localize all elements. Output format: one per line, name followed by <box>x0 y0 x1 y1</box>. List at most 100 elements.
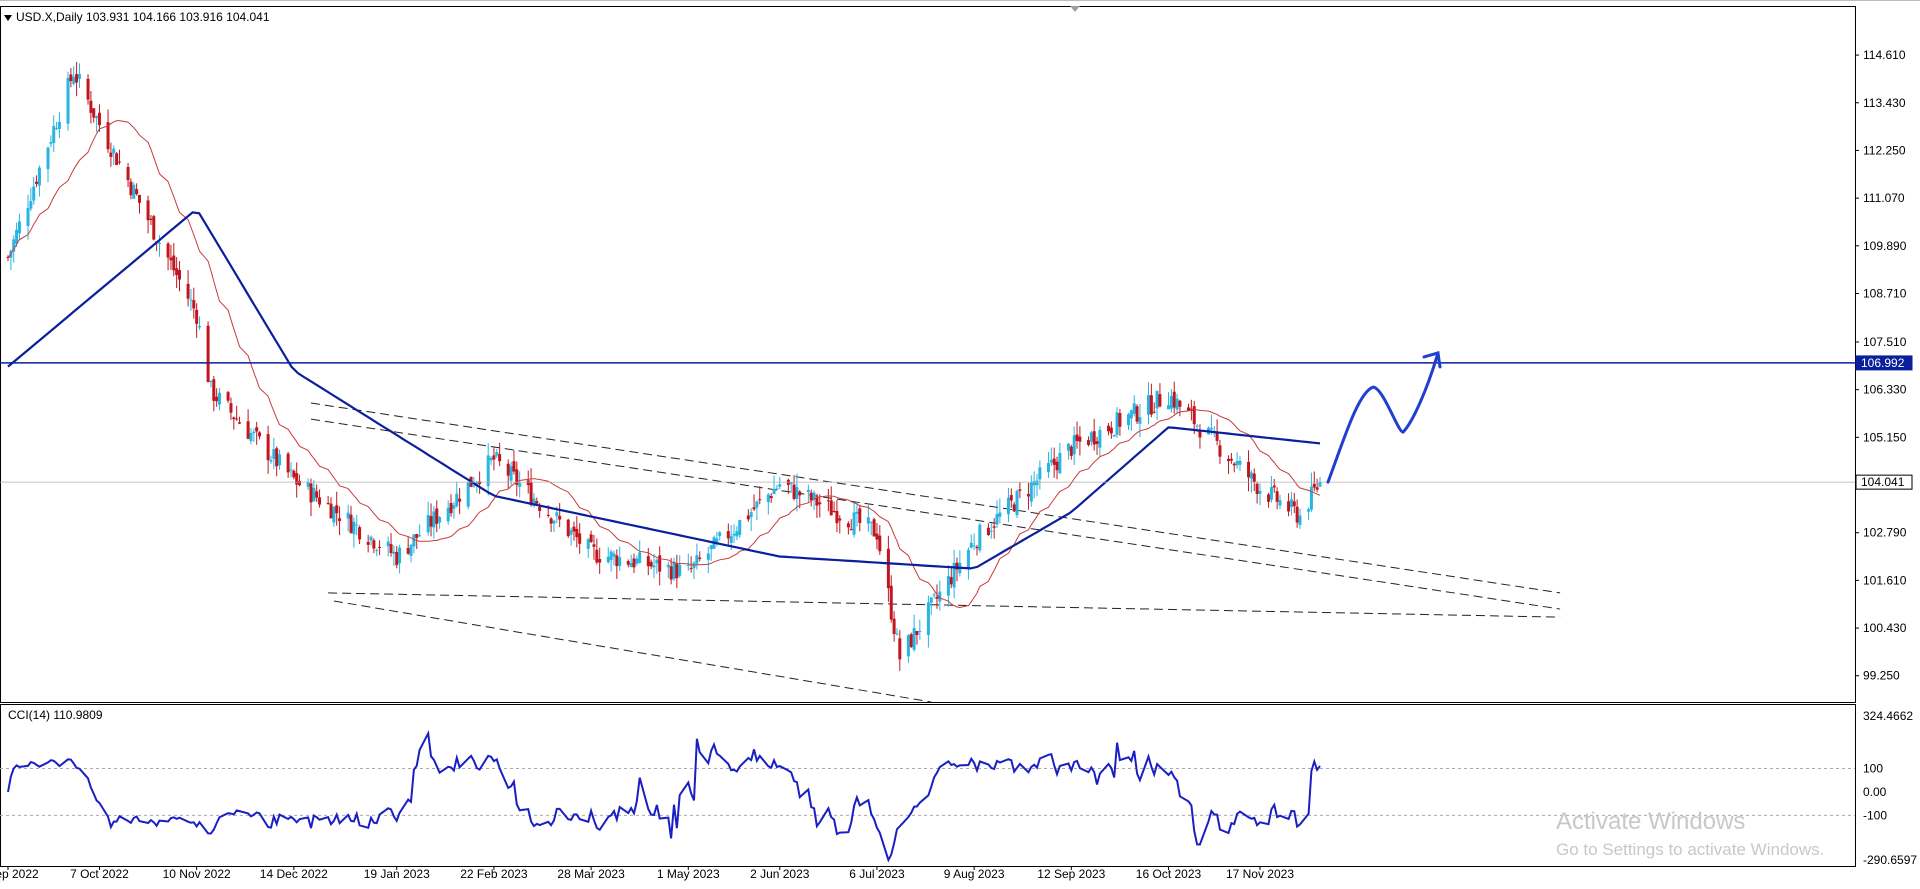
candle-body <box>1227 458 1231 462</box>
price-tag-label: 104.041 <box>1861 475 1905 489</box>
candle-body <box>1278 500 1282 506</box>
candle-body <box>109 152 113 157</box>
candle-body <box>935 596 939 599</box>
cci-tick-label: -100 <box>1863 808 1887 822</box>
candle-body <box>292 470 296 478</box>
candle-body <box>1118 413 1122 427</box>
candle-body <box>629 563 633 568</box>
candle-body <box>995 514 999 525</box>
candle-body <box>746 515 750 520</box>
candle-body <box>435 508 439 524</box>
candle-body <box>718 532 722 536</box>
candle-body <box>446 507 450 522</box>
candle-body <box>586 539 590 549</box>
candle-body <box>832 511 836 513</box>
x-tick-label: 22 Feb 2023 <box>460 867 528 881</box>
candle-body <box>698 557 702 559</box>
scroll-marker-icon[interactable] <box>1070 6 1080 12</box>
candle-body <box>115 153 119 165</box>
candle-body <box>1215 431 1219 441</box>
candle-body <box>46 147 50 170</box>
candle-body <box>1187 407 1191 411</box>
y-tick-label: 109.890 <box>1863 239 1907 253</box>
candle-body <box>69 74 73 82</box>
candle-body <box>395 551 399 566</box>
candle-body <box>17 221 21 234</box>
candle-body <box>386 541 390 547</box>
candle-body <box>969 542 973 548</box>
candle-body <box>1138 417 1142 424</box>
candle-body <box>1229 458 1233 461</box>
candle-body <box>1055 461 1059 471</box>
candle-body <box>212 379 216 401</box>
candle-body <box>1238 460 1242 465</box>
candle-body <box>326 502 330 504</box>
candle-body <box>346 512 350 519</box>
y-tick-label: 101.610 <box>1863 573 1907 587</box>
candle-body <box>57 121 61 129</box>
candle-body <box>666 564 670 568</box>
candle-body <box>486 455 490 487</box>
candle-body <box>978 524 982 551</box>
candle-body <box>846 523 850 528</box>
candle-body <box>72 76 76 84</box>
candle-body <box>738 520 742 535</box>
candle-body <box>269 460 273 462</box>
candle-body <box>198 325 202 328</box>
candle-body <box>989 530 993 532</box>
candle-body <box>329 503 333 519</box>
candle-body <box>172 255 176 271</box>
candle-body <box>875 533 879 540</box>
candle-body <box>715 538 719 543</box>
candle-body <box>1046 462 1050 473</box>
candle-body <box>792 484 796 499</box>
collapse-triangle-icon[interactable] <box>4 14 12 21</box>
candle-body <box>355 524 359 526</box>
x-tick-label: 16 Oct 2023 <box>1136 867 1202 881</box>
candle-body <box>29 201 33 209</box>
candle-body <box>478 481 482 485</box>
cci-tick-label: 0.00 <box>1863 785 1887 799</box>
candle-body <box>558 515 562 520</box>
candle-body <box>1167 405 1171 410</box>
candle-body <box>632 558 636 568</box>
candle-body <box>686 564 690 566</box>
candle-body <box>1269 487 1273 500</box>
candle-body <box>255 427 259 432</box>
candle-body <box>898 638 902 660</box>
candle-body <box>775 488 779 490</box>
candle-body <box>1232 463 1236 466</box>
candle-body <box>1066 443 1070 451</box>
candle-body <box>649 561 653 567</box>
candle-body <box>178 270 182 280</box>
candle-body <box>358 527 362 540</box>
candle-body <box>472 485 476 487</box>
candle-body <box>1015 491 1019 516</box>
candle-body <box>1012 504 1016 512</box>
candle-body <box>535 501 539 504</box>
candle-body <box>289 469 293 471</box>
candle-body <box>189 299 193 301</box>
candle-body <box>458 498 462 502</box>
y-tick-label: 102.790 <box>1863 526 1907 540</box>
candle-body <box>509 466 513 481</box>
candle-body <box>1312 483 1316 488</box>
projection-arrow <box>1326 351 1440 484</box>
candle-body <box>215 396 219 402</box>
candle-body <box>592 544 596 547</box>
candle-body <box>1292 501 1296 507</box>
candle-body <box>418 535 422 537</box>
candle-body <box>166 243 170 258</box>
candle-body <box>412 534 416 547</box>
candle-body <box>169 257 173 261</box>
candle-body <box>1112 435 1116 437</box>
candle-body <box>926 602 930 635</box>
candle-body <box>729 535 733 543</box>
candle-body <box>272 449 276 459</box>
candle-body <box>372 540 376 549</box>
candle-body <box>772 489 776 495</box>
candle-body <box>1135 406 1139 422</box>
